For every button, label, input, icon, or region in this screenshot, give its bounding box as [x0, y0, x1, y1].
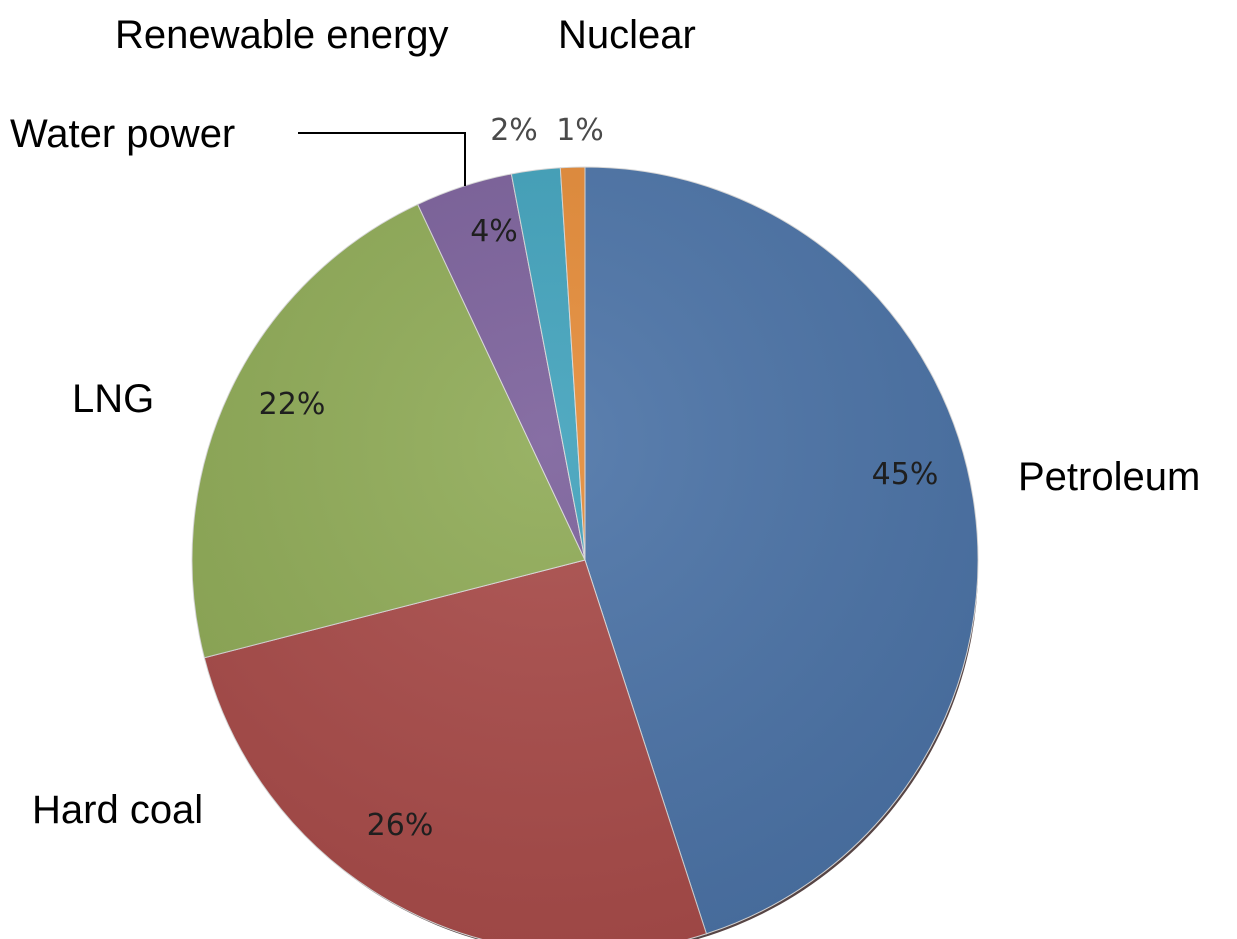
data-label-water-power: 4%: [470, 214, 518, 249]
category-label-nuclear: Nuclear: [558, 13, 696, 57]
data-label-renewable-energy: 2%: [490, 113, 538, 148]
data-label-petroleum: 45%: [872, 457, 939, 492]
water-power-leader-line: [298, 132, 466, 186]
category-label-lng: LNG: [72, 377, 154, 421]
category-label-renewable-energy: Renewable energy: [115, 13, 449, 57]
category-label-petroleum: Petroleum: [1018, 455, 1200, 499]
data-label-hard-coal: 26%: [367, 808, 434, 843]
category-label-water-power: Water power: [10, 112, 235, 156]
data-label-lng: 22%: [259, 387, 326, 422]
data-label-nuclear: 1%: [556, 113, 604, 148]
pie-slices: [191, 166, 979, 939]
category-label-hard-coal: Hard coal: [32, 788, 203, 832]
